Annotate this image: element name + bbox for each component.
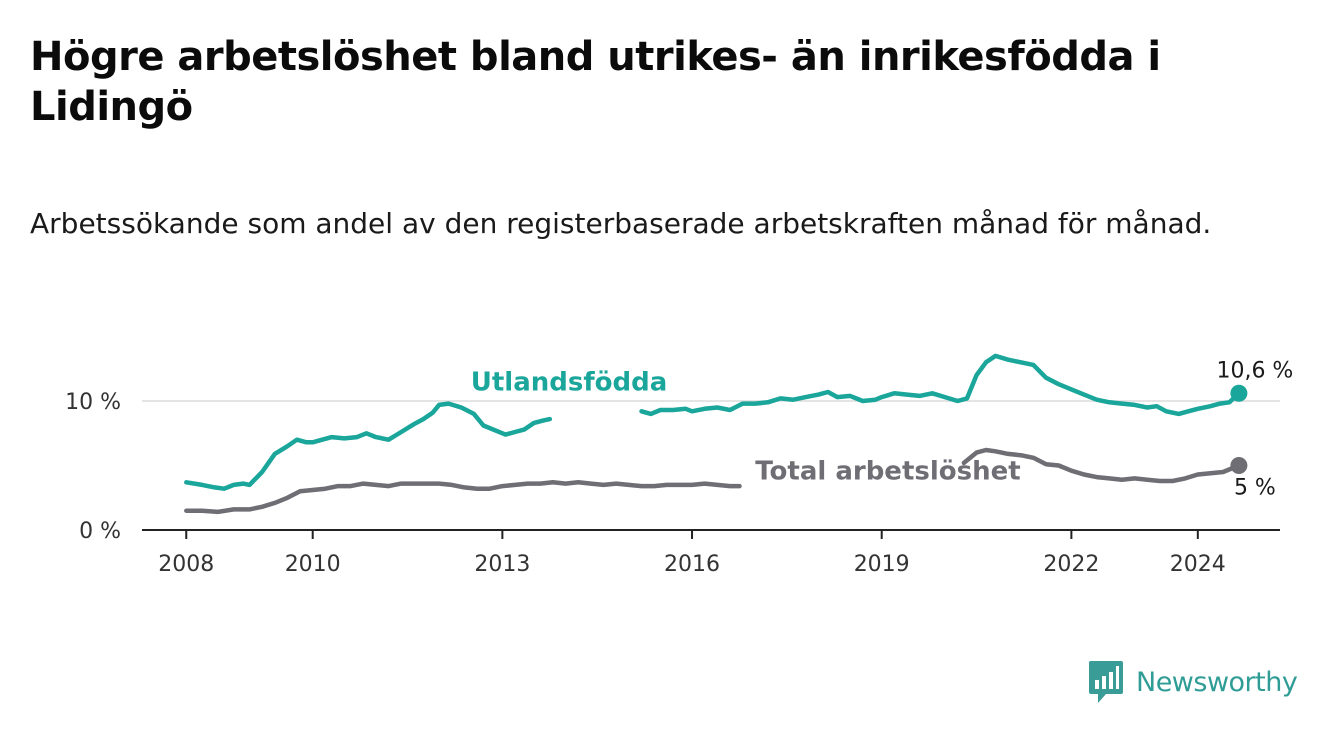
end-point-utlandsf-dda xyxy=(1230,384,1248,402)
y-tick-label: 10 % xyxy=(65,390,121,415)
series-line-total-arbetsl-shet xyxy=(184,480,742,515)
chart-title: Högre arbetslöshet bland utrikes- än inr… xyxy=(30,34,1161,130)
series-line-utlandsf-dda xyxy=(184,401,553,491)
brand-logo: Newsworthy xyxy=(1088,660,1298,704)
x-tick-label: 2010 xyxy=(285,552,341,577)
x-tick-label: 2013 xyxy=(474,552,530,577)
label-layer: 10,6 % 5 % Utlandsfödda Total arbetslöshet xyxy=(471,358,1294,500)
newsworthy-logo-icon xyxy=(1089,661,1123,703)
series-layer xyxy=(184,353,1248,515)
end-point-total-arbetsl-shet xyxy=(1230,457,1248,475)
series-line-utlandsf-dda xyxy=(639,353,1242,417)
x-tick-label: 2019 xyxy=(854,552,910,577)
series-label-utlandsf-dda: Utlandsfödda xyxy=(471,368,668,398)
end-value-label-utlandsf-dda: 10,6 % xyxy=(1216,358,1293,383)
end-value-label-total-arbetsl-shet: 5 % xyxy=(1234,476,1276,501)
x-tick-label: 2016 xyxy=(664,552,720,577)
x-tick-label: 2024 xyxy=(1170,552,1226,577)
series-label-total-arbetsl-shet: Total arbetslöshet xyxy=(755,457,1020,487)
axis-layer: 0 % 10 % 2008 2010 2013 2016 2019 2022 2024 xyxy=(65,390,1280,577)
series-line-total-arbetsl-shet xyxy=(961,447,1242,484)
x-tick-label: 2022 xyxy=(1043,552,1099,577)
y-tick-label: 0 % xyxy=(79,519,121,544)
brand-name: Newsworthy xyxy=(1136,666,1298,698)
x-tick-label: 2008 xyxy=(158,552,214,577)
chart-subtitle: Arbetssökande som andel av den registerb… xyxy=(30,207,1212,240)
